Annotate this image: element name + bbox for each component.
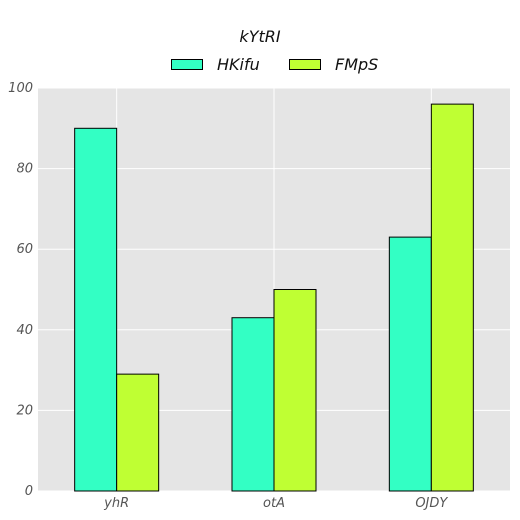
x-tick-label-1: otA [263, 496, 285, 511]
legend-label-0: HKifu [217, 54, 260, 74]
bar-HKifu-yhR [74, 127, 118, 492]
bar-HKifu-otA [231, 317, 275, 492]
y-tick-label-3: 60 [16, 242, 33, 257]
bar-FMpS-OJDY [430, 103, 474, 492]
legend-item-0: HKifu [171, 54, 260, 74]
legend: HKifu FMpS [0, 54, 520, 74]
x-tick-label-2: OJDY [415, 496, 448, 511]
y-tick-label-1: 20 [16, 403, 33, 418]
legend-swatch-1 [289, 58, 321, 70]
bars [74, 103, 474, 492]
bar-FMpS-yhR [116, 373, 160, 492]
legend-swatch-0 [171, 58, 203, 70]
x-tick-label-0: yhR [103, 496, 129, 511]
bar-HKifu-OJDY [388, 236, 432, 492]
legend-title: kYtRI [239, 27, 281, 46]
y-tick-labels: 0 20 40 60 80 100 [8, 81, 33, 499]
bar-FMpS-otA [273, 289, 317, 492]
y-tick-label-2: 40 [16, 323, 33, 338]
legend-item-1: FMpS [289, 54, 378, 74]
y-tick-label-0: 0 [25, 484, 33, 499]
x-tick-labels: yhR otA OJDY [103, 496, 448, 511]
legend-label-1: FMpS [335, 54, 379, 74]
y-tick-label-5: 100 [8, 81, 33, 96]
y-tick-label-4: 80 [16, 162, 33, 177]
